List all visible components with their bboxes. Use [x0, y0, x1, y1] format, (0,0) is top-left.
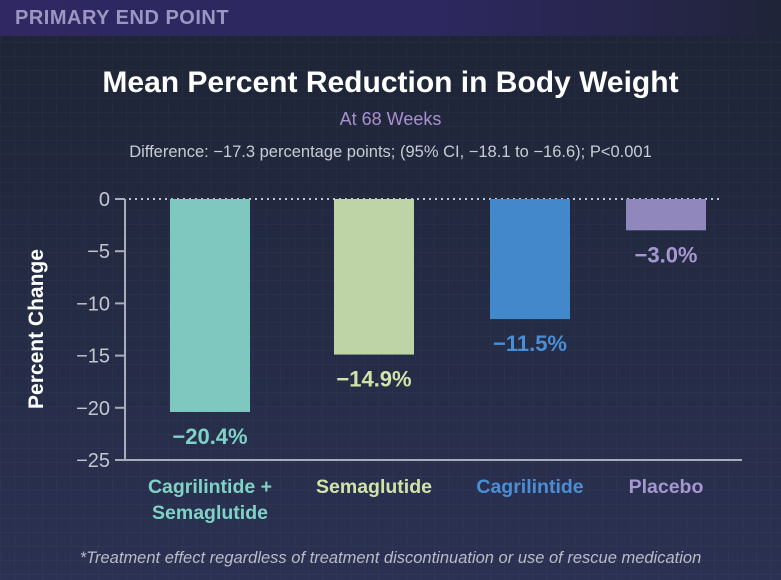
y-tick-label: −15: [76, 346, 110, 368]
bar: [334, 199, 414, 355]
category-label: Cagrilintide: [476, 476, 584, 498]
bar-value-label: −14.9%: [336, 367, 411, 392]
category-label: Semaglutide: [316, 476, 432, 498]
bar-value-label: −11.5%: [493, 331, 567, 356]
y-tick-label: −5: [87, 241, 110, 263]
category-label: Cagrilintide + Semaglutide: [147, 476, 273, 524]
y-tick-label: 0: [99, 189, 110, 211]
chart-subtitle: At 68 Weeks: [339, 109, 442, 129]
bar-value-label: −3.0%: [635, 242, 698, 267]
section-header: PRIMARY END POINT: [0, 0, 781, 36]
bar: [626, 199, 706, 231]
bar-value-label: −20.4%: [172, 424, 247, 449]
footnote: *Treatment effect regardless of treatmen…: [79, 549, 702, 567]
category-label: Placebo: [628, 476, 704, 498]
chart-title: Mean Percent Reduction in Body Weight: [102, 66, 679, 99]
difference-annotation: Difference: −17.3 percentage points; (95…: [129, 143, 652, 161]
y-tick-label: −20: [76, 398, 110, 420]
bar: [490, 199, 570, 320]
section-header-label: PRIMARY END POINT: [15, 7, 230, 29]
y-tick-label: −25: [76, 450, 110, 472]
y-tick-label: −10: [76, 293, 110, 315]
bar: [170, 199, 250, 412]
